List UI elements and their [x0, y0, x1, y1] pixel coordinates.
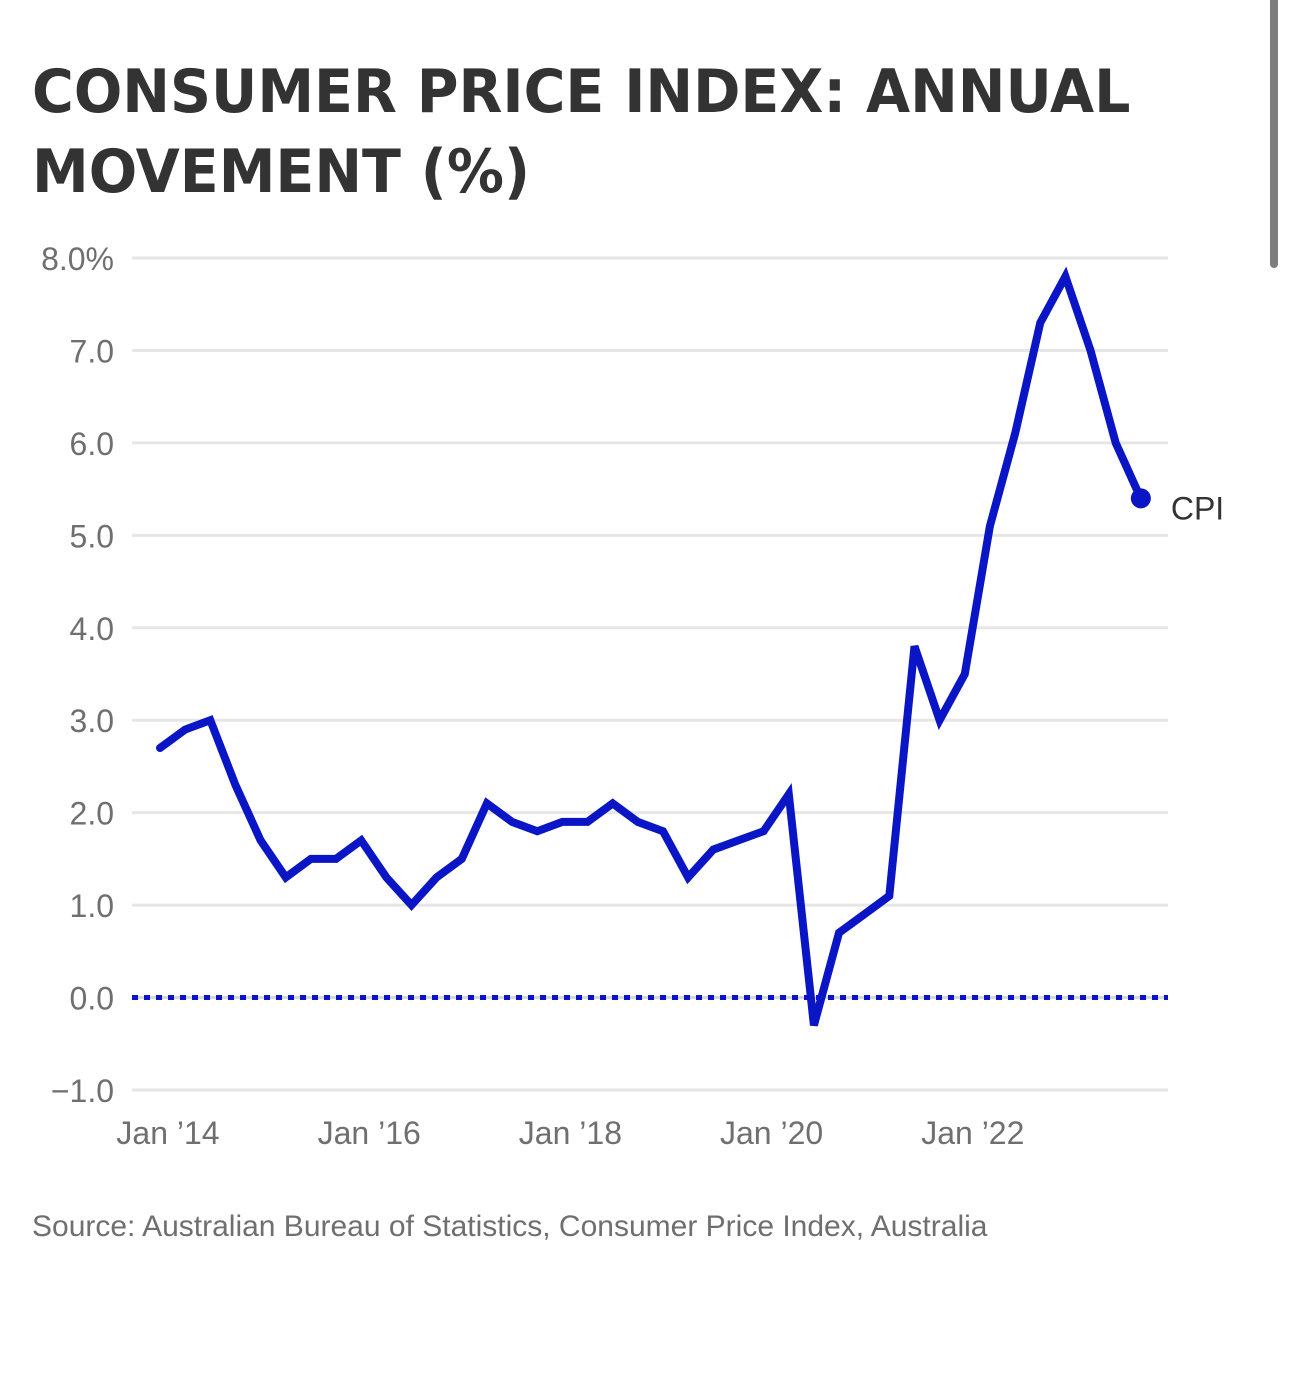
series-end-marker — [1130, 488, 1151, 509]
y-tick-label: 6.0 — [70, 426, 114, 462]
scrollbar[interactable] — [1270, 0, 1278, 268]
y-axis-ticks: 8.0% 7.0 6.0 5.0 4.0 3.0 2.0 1.0 0.0 −1.0 — [41, 241, 114, 1109]
y-tick-label: 0.0 — [70, 981, 114, 1017]
y-tick-label: 2.0 — [70, 796, 114, 832]
series-label: CPI — [1171, 490, 1224, 526]
chart-title: CONSUMER PRICE INDEX: ANNUAL MOVEMENT (%… — [32, 57, 1131, 207]
y-tick-label: 4.0 — [70, 611, 114, 647]
x-tick-label: Jan ’22 — [921, 1115, 1024, 1151]
y-tick-label: 3.0 — [70, 703, 114, 739]
y-tick-label: 1.0 — [70, 888, 114, 924]
gridlines — [132, 256, 1168, 1092]
x-tick-label: Jan ’20 — [720, 1115, 823, 1151]
x-axis-ticks: Jan ’14 Jan ’16 Jan ’18 Jan ’20 Jan ’22 — [116, 1115, 1024, 1151]
series-line-cpi — [156, 266, 1145, 1027]
line-chart: 8.0% 7.0 6.0 5.0 4.0 3.0 2.0 1.0 0.0 −1.0 Jan ’14… — [41, 241, 1224, 1151]
y-tick-label: 8.0% — [41, 241, 114, 277]
x-tick-label: Jan ’14 — [116, 1115, 219, 1151]
x-tick-label: Jan ’18 — [519, 1115, 622, 1151]
y-tick-label: 5.0 — [70, 518, 114, 554]
source-note: Source: Australian Bureau of Statistics,… — [32, 1210, 988, 1243]
y-tick-label: −1.0 — [51, 1073, 114, 1109]
series-group: CPI — [156, 266, 1224, 1027]
y-tick-label: 7.0 — [70, 333, 114, 369]
x-tick-label: Jan ’16 — [318, 1115, 421, 1151]
